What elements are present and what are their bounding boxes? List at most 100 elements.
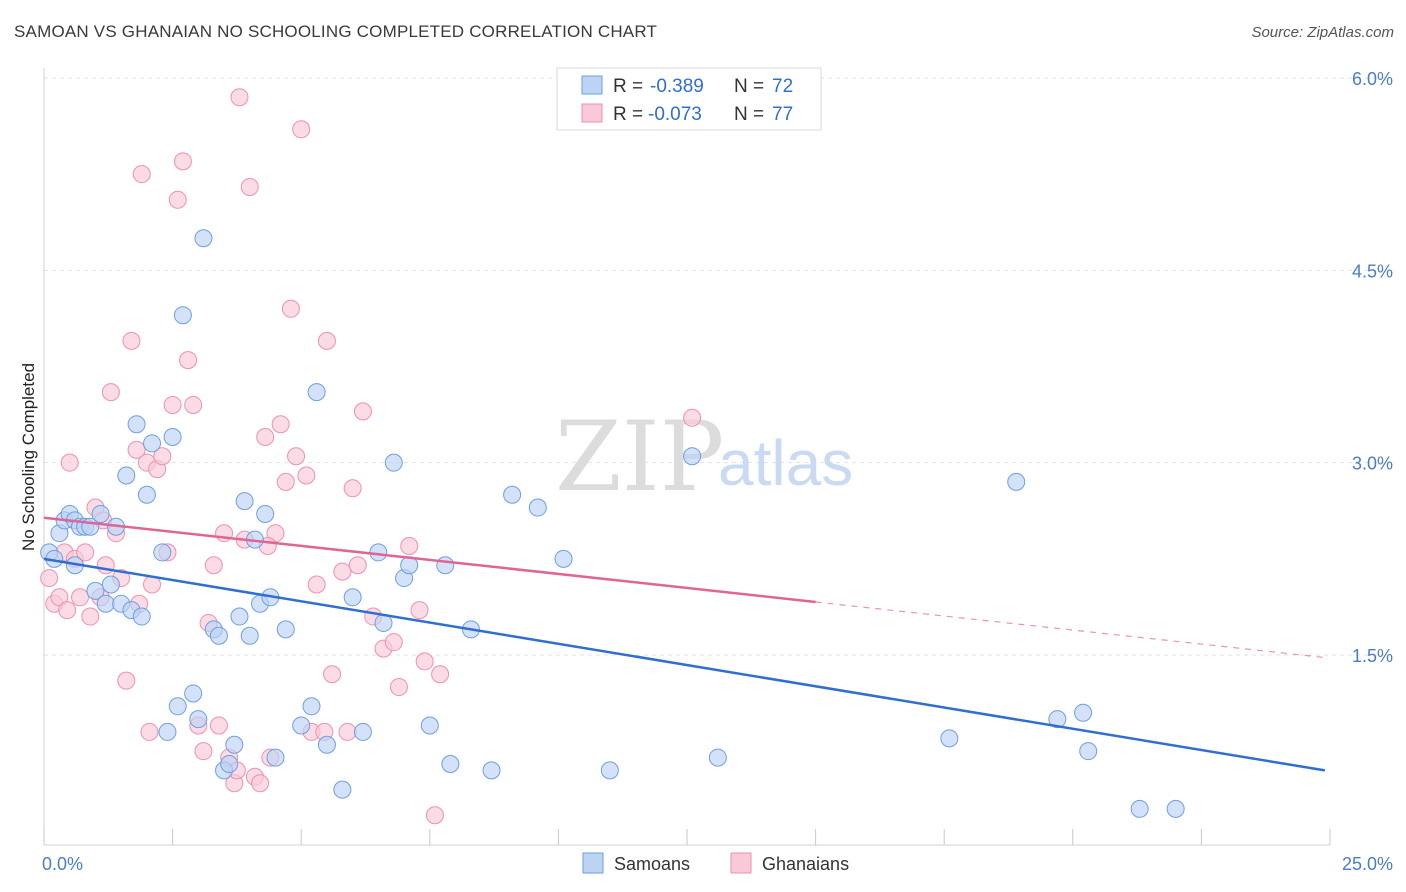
ghanaians-point bbox=[71, 588, 90, 607]
ghanaians-point bbox=[153, 447, 172, 466]
ghanaians-point bbox=[281, 299, 300, 318]
axes bbox=[43, 68, 1331, 846]
samoans-point bbox=[96, 594, 115, 613]
ghanaians-point bbox=[140, 722, 159, 741]
ghanaians-point bbox=[163, 395, 182, 414]
ghanaians-point bbox=[209, 716, 228, 735]
ghanaians-point bbox=[297, 466, 316, 485]
legend-n-label-samoans: N = bbox=[734, 76, 764, 97]
samoans-point bbox=[1079, 742, 1098, 761]
ghanaians-point bbox=[338, 722, 357, 741]
legend-r-ghanaians: -0.073 bbox=[648, 104, 702, 125]
samoans-point bbox=[1048, 710, 1067, 729]
ghanaians-point bbox=[179, 351, 198, 370]
bottom-legend: Samoans Ghanaians bbox=[582, 852, 849, 874]
ghanaians-point bbox=[276, 472, 295, 491]
samoans-point bbox=[343, 588, 362, 607]
samoans-point bbox=[420, 716, 439, 735]
chart-title: SAMOAN VS GHANAIAN NO SCHOOLING COMPLETE… bbox=[14, 22, 658, 41]
samoans-point bbox=[554, 549, 573, 568]
samoans-point bbox=[184, 684, 203, 703]
samoans-point bbox=[240, 626, 259, 645]
samoans-point bbox=[132, 607, 151, 626]
ghanaians-point bbox=[348, 556, 367, 575]
samoans-point bbox=[441, 754, 460, 773]
watermark-atlas: atlas bbox=[718, 427, 853, 499]
legend-n-samoans: 72 bbox=[772, 76, 793, 97]
samoans-point bbox=[189, 710, 208, 729]
samoans-point bbox=[143, 434, 162, 453]
ghanaians-point bbox=[292, 120, 311, 139]
samoans-point bbox=[276, 620, 295, 639]
samoans-point bbox=[940, 729, 959, 748]
bottom-legend-swatch-ghanaians bbox=[730, 852, 752, 874]
legend-r-label-ghanaians: R = bbox=[613, 104, 643, 125]
samoans-point bbox=[1166, 799, 1185, 818]
bottom-legend-ghanaians: Ghanaians bbox=[762, 854, 849, 874]
samoans-point bbox=[528, 498, 547, 517]
ghanaians-point bbox=[76, 543, 95, 562]
legend-swatch-samoans bbox=[581, 75, 603, 95]
samoans-point bbox=[307, 383, 326, 402]
samoans-point bbox=[266, 748, 285, 767]
samoans-point bbox=[384, 453, 403, 472]
ghanaians-point bbox=[81, 607, 100, 626]
ghanaians-point bbox=[683, 408, 702, 427]
samoans-point bbox=[163, 428, 182, 447]
y-tick-label: 3.0% bbox=[1352, 454, 1393, 474]
ghanaians-point bbox=[343, 479, 362, 498]
ghanaians-point bbox=[101, 383, 120, 402]
ghanaians-point bbox=[230, 88, 249, 107]
samoans-point bbox=[256, 504, 275, 523]
trend-lines bbox=[43, 516, 1326, 772]
samoans-point bbox=[194, 229, 213, 248]
ghanaians-point bbox=[307, 575, 326, 594]
ghanaians-point bbox=[323, 665, 342, 684]
legend-r-samoans: -0.389 bbox=[650, 76, 704, 97]
samoans-point bbox=[235, 492, 254, 511]
samoans-point bbox=[353, 722, 372, 741]
ghanaians-point bbox=[431, 665, 450, 684]
ghanaians-point bbox=[194, 742, 213, 761]
y-tick-labels: 1.5% 3.0% 4.5% 6.0% bbox=[1352, 69, 1393, 666]
ghanaians-point bbox=[204, 556, 223, 575]
y-tick-label: 4.5% bbox=[1352, 261, 1393, 281]
legend-n-ghanaians: 77 bbox=[772, 104, 793, 125]
samoans-point bbox=[317, 735, 336, 754]
ghanaians-point bbox=[251, 774, 270, 793]
y-tick-label: 1.5% bbox=[1352, 646, 1393, 666]
samoans-point bbox=[137, 485, 156, 504]
ghanaians-point bbox=[173, 152, 192, 171]
samoans-point bbox=[153, 543, 172, 562]
ghanaians-point bbox=[132, 165, 151, 184]
samoans-point bbox=[173, 306, 192, 325]
ghanaians-point bbox=[240, 177, 259, 196]
ghanaians-point bbox=[60, 453, 79, 472]
x-tick-label: 0.0% bbox=[42, 854, 83, 874]
bottom-legend-samoans: Samoans bbox=[614, 854, 690, 874]
legend-r-label-samoans: R = bbox=[613, 76, 643, 97]
ghanaians-trend-line bbox=[43, 516, 816, 604]
samoans-point bbox=[503, 485, 522, 504]
samoans-point bbox=[101, 575, 120, 594]
x-tick-label: 25.0% bbox=[1342, 854, 1393, 874]
ghanaians-point bbox=[58, 601, 77, 620]
samoans-point bbox=[436, 556, 455, 575]
ghanaians-point bbox=[400, 537, 419, 556]
samoans-point bbox=[91, 504, 110, 523]
samoans-point bbox=[482, 761, 501, 780]
grid-lines bbox=[44, 77, 1390, 656]
samoans-point bbox=[302, 697, 321, 716]
y-axis-label: No Schooling Completed bbox=[19, 363, 38, 551]
ghanaians-point bbox=[389, 678, 408, 697]
samoans-point bbox=[117, 466, 136, 485]
samoans-point bbox=[1074, 703, 1093, 722]
ghanaians-point bbox=[117, 671, 136, 690]
samoans-point bbox=[225, 735, 244, 754]
ghanaians-point bbox=[333, 562, 352, 581]
ghanaians-trend-line-extension bbox=[815, 601, 1325, 659]
samoans-points bbox=[40, 229, 1185, 818]
samoans-trend-line bbox=[43, 557, 1326, 772]
samoans-point bbox=[1007, 472, 1026, 491]
